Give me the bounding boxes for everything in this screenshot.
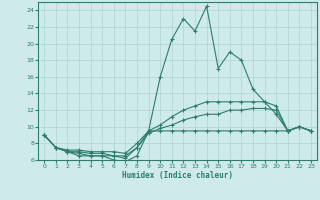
X-axis label: Humidex (Indice chaleur): Humidex (Indice chaleur): [122, 171, 233, 180]
